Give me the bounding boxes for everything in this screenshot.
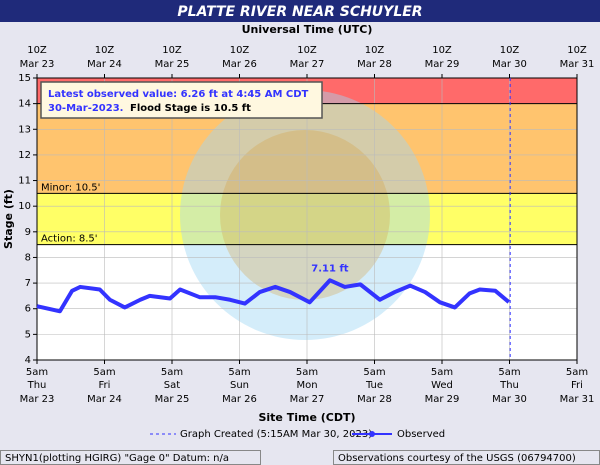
x2-tick-label: 10Z — [162, 45, 182, 56]
watermark — [220, 130, 390, 300]
y-tick-label: 9 — [25, 227, 31, 238]
threshold-label: Minor: 10.5' — [41, 182, 100, 193]
x-tick-date: Mar 30 — [492, 394, 527, 405]
y-axis-title: Stage (ft) — [2, 189, 15, 249]
x-tick-date: Mar 31 — [560, 394, 595, 405]
x2-tick-label: 10Z — [365, 45, 385, 56]
x2-tick-label: 10Z — [297, 45, 317, 56]
y-tick-label: 10 — [18, 201, 31, 212]
x-tick-day: Tue — [365, 380, 383, 391]
legend-label: Observed — [397, 429, 445, 440]
x-tick-day: Wed — [431, 380, 453, 391]
x-tick-day: Sun — [230, 380, 249, 391]
annotation-line1: Latest observed value: 6.26 ft at 4:45 A… — [48, 89, 309, 100]
y-tick-label: 14 — [18, 99, 31, 110]
x-tick-day: Mon — [296, 380, 317, 391]
x-tick-date: Mar 29 — [425, 394, 460, 405]
x-tick-label: 5am — [296, 367, 318, 378]
x-tick-label: 5am — [26, 367, 48, 378]
peak-label: 7.11 ft — [311, 263, 349, 274]
x-tick-day: Sat — [164, 380, 180, 391]
x-tick-date: Mar 28 — [357, 394, 392, 405]
title-bar — [0, 0, 600, 22]
x-tick-date: Mar 23 — [20, 394, 55, 405]
y-tick-label: 13 — [18, 124, 31, 135]
x2-tick-date: Mar 25 — [155, 59, 190, 70]
x-tick-label: 5am — [228, 367, 250, 378]
x2-tick-label: 10Z — [567, 45, 587, 56]
x2-tick-date: Mar 26 — [222, 59, 257, 70]
x-tick-label: 5am — [363, 367, 385, 378]
legend-marker — [369, 431, 375, 437]
y-tick-label: 8 — [25, 252, 31, 263]
y-tick-label: 12 — [18, 150, 31, 161]
x-tick-label: 5am — [431, 367, 453, 378]
x-tick-date: Mar 26 — [222, 394, 257, 405]
x-tick-label: 5am — [566, 367, 588, 378]
x-tick-date: Mar 24 — [87, 394, 122, 405]
x2-tick-label: 10Z — [27, 45, 47, 56]
y-tick-label: 5 — [25, 329, 31, 340]
x2-tick-label: 10Z — [95, 45, 115, 56]
x-axis-title: Site Time (CDT) — [258, 411, 355, 424]
x2-tick-date: Mar 29 — [425, 59, 460, 70]
plot-border — [36, 77, 578, 361]
y-tick-label: 7 — [25, 278, 31, 289]
footer-right: Observations courtesy of the USGS (06794… — [338, 453, 576, 464]
x-tick-day: Thu — [499, 380, 519, 391]
annotation-box — [40, 81, 323, 119]
x2-tick-date: Mar 24 — [87, 59, 122, 70]
x2-tick-label: 10Z — [432, 45, 452, 56]
annotation-date: 30-Mar-2023. — [48, 103, 123, 114]
annotation-flood: Flood Stage is 10.5 ft — [130, 103, 251, 114]
y-tick-label: 6 — [25, 304, 31, 315]
x2-tick-date: Mar 28 — [357, 59, 392, 70]
x-tick-label: 5am — [161, 367, 183, 378]
x-tick-day: Fri — [99, 380, 111, 391]
chart-title: PLATTE RIVER NEAR SCHUYLER — [177, 4, 422, 20]
top-axis-title: Universal Time (UTC) — [242, 23, 373, 36]
y-tick-label: 11 — [18, 176, 31, 187]
y-tick-label: 4 — [25, 355, 31, 366]
x-tick-label: 5am — [498, 367, 520, 378]
x-tick-date: Mar 27 — [290, 394, 325, 405]
legend-created: Graph Created (5:15AM Mar 30, 2023) — [180, 429, 372, 440]
series-line — [36, 278, 511, 314]
x2-tick-label: 10Z — [230, 45, 250, 56]
x-tick-day: Thu — [27, 380, 47, 391]
watermark — [180, 90, 430, 340]
x2-tick-date: Mar 27 — [290, 59, 325, 70]
x2-tick-date: Mar 31 — [560, 59, 595, 70]
x2-tick-date: Mar 30 — [492, 59, 527, 70]
threshold-label: Action: 8.5' — [41, 234, 98, 245]
footer-left: SHYN1(plotting HGIRG) "Gage 0" Datum: n/… — [5, 453, 229, 464]
y-tick-label: 15 — [18, 73, 31, 84]
x-tick-label: 5am — [93, 367, 115, 378]
x2-tick-date: Mar 23 — [20, 59, 55, 70]
x2-tick-label: 10Z — [500, 45, 520, 56]
x-tick-day: Fri — [571, 380, 583, 391]
x-tick-date: Mar 25 — [155, 394, 190, 405]
